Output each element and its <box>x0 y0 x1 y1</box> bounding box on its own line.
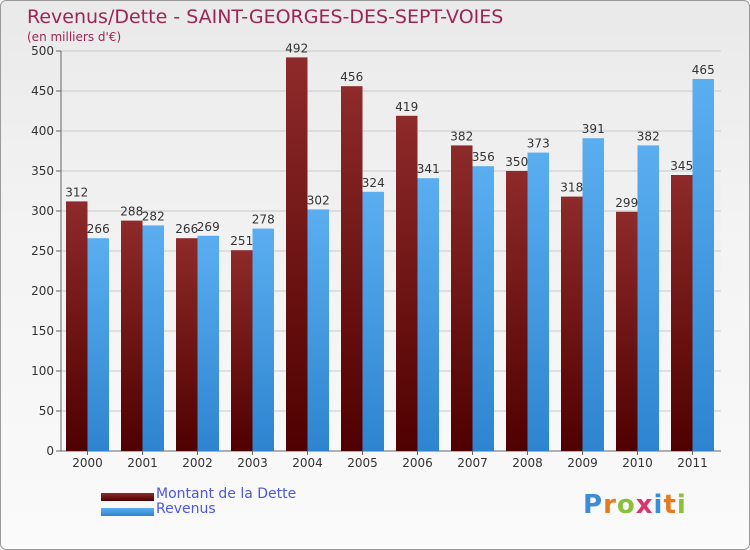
data-label: 341 <box>417 162 440 176</box>
bar-dette <box>561 196 583 451</box>
bar-dette <box>121 220 143 451</box>
logo-letter: P <box>583 490 604 520</box>
bar-revenus <box>417 178 439 451</box>
bar-dette <box>506 171 528 451</box>
data-label: 456 <box>340 70 363 84</box>
data-label: 350 <box>505 155 528 169</box>
chart-subtitle: (en milliers d'€) <box>27 30 122 44</box>
bar-dette <box>286 57 308 452</box>
y-tick-label: 300 <box>31 204 54 218</box>
bar-dette <box>616 211 638 451</box>
data-label: 373 <box>527 137 550 151</box>
bar-revenus <box>362 191 384 452</box>
data-label: 492 <box>285 41 308 55</box>
y-tick-label: 250 <box>31 244 54 258</box>
data-label: 282 <box>142 209 165 223</box>
bar-dette <box>66 201 88 451</box>
logo-letter: i <box>676 490 687 520</box>
data-label: 318 <box>560 181 583 195</box>
x-tick-label: 2011 <box>677 456 708 470</box>
x-tick-label: 2009 <box>567 456 598 470</box>
data-label: 419 <box>395 100 418 114</box>
x-tick-label: 2005 <box>347 456 378 470</box>
bar-dette <box>176 238 198 451</box>
y-tick-label: 200 <box>31 284 54 298</box>
data-label: 391 <box>582 122 605 136</box>
x-tick-label: 2010 <box>622 456 653 470</box>
data-label: 382 <box>637 129 660 143</box>
y-tick-label: 450 <box>31 84 54 98</box>
x-tick-label: 2000 <box>72 456 103 470</box>
x-tick-label: 2002 <box>182 456 213 470</box>
x-tick-label: 2001 <box>127 456 158 470</box>
data-label: 269 <box>197 220 220 234</box>
legend-swatch-dette <box>101 493 154 501</box>
bar-revenus <box>142 225 164 451</box>
x-tick-label: 2003 <box>237 456 268 470</box>
bar-dette <box>396 115 418 452</box>
x-tick-label: 2004 <box>292 456 323 470</box>
logo-letter: i <box>653 490 664 520</box>
data-label: 288 <box>120 205 143 219</box>
data-label: 299 <box>615 196 638 210</box>
bar-dette <box>671 175 693 451</box>
bar-revenus <box>637 145 659 451</box>
logo-letter: t <box>663 490 677 520</box>
x-tick-label: 2007 <box>457 456 488 470</box>
data-label: 302 <box>307 193 330 207</box>
y-tick-label: 150 <box>31 324 54 338</box>
bar-revenus <box>252 228 274 451</box>
bar-revenus <box>692 79 714 451</box>
legend-label-revenus: Revenus <box>156 501 216 517</box>
data-label: 382 <box>450 129 473 143</box>
data-label: 278 <box>252 213 275 227</box>
y-tick-label: 100 <box>31 364 54 378</box>
x-tick-label: 2008 <box>512 456 543 470</box>
bar-dette <box>231 250 253 451</box>
data-label: 266 <box>87 222 110 236</box>
x-tick-label: 2006 <box>402 456 433 470</box>
proxiti-logo: Proxiti <box>583 490 687 520</box>
data-label: 345 <box>670 159 693 173</box>
bar-dette <box>341 86 363 451</box>
y-tick-label: 500 <box>31 44 54 58</box>
bar-revenus <box>527 152 549 451</box>
y-tick-label: 0 <box>46 444 54 458</box>
data-label: 324 <box>362 176 385 190</box>
data-label: 251 <box>230 234 253 248</box>
y-tick-label: 400 <box>31 124 54 138</box>
legend-swatch-revenus <box>101 508 154 516</box>
chart-title: Revenus/Dette - SAINT-GEORGES-DES-SEPT-V… <box>27 6 504 28</box>
bar-revenus <box>197 235 219 451</box>
bar-revenus <box>472 166 494 451</box>
data-label: 356 <box>472 150 495 164</box>
bar-dette <box>451 145 473 451</box>
y-tick-label: 50 <box>39 404 54 418</box>
bar-revenus <box>87 238 109 451</box>
data-label: 266 <box>175 222 198 236</box>
logo-letter: o <box>616 490 636 520</box>
data-label: 312 <box>65 185 88 199</box>
y-tick-label: 350 <box>31 164 54 178</box>
legend-label-dette: Montant de la Dette <box>156 486 297 502</box>
bar-revenus <box>582 138 604 451</box>
logo-letter: x <box>635 490 654 520</box>
data-label: 465 <box>692 63 715 77</box>
bar-revenus <box>307 209 329 451</box>
logo-letter: r <box>603 490 617 520</box>
